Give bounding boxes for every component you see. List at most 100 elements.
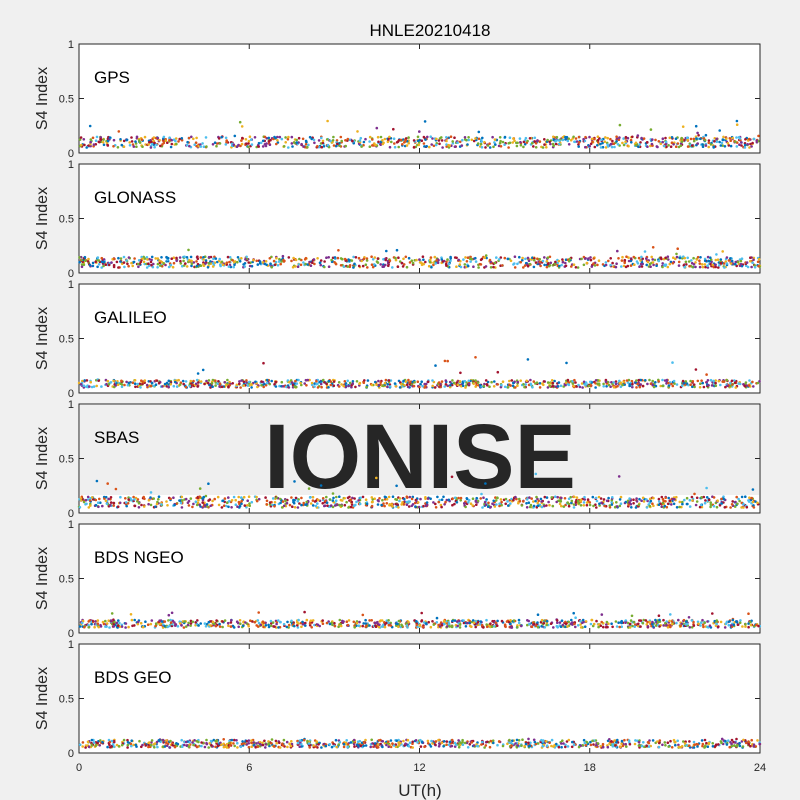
data-point	[686, 256, 689, 260]
data-point	[293, 624, 296, 628]
data-point	[294, 265, 297, 268]
data-point	[422, 621, 426, 624]
data-point	[624, 619, 628, 622]
data-point	[163, 624, 166, 628]
data-point	[703, 257, 707, 261]
data-point	[590, 618, 594, 622]
data-point	[236, 255, 240, 259]
data-point	[181, 264, 184, 268]
data-point	[445, 143, 448, 146]
data-point	[247, 261, 250, 264]
data-point	[124, 501, 128, 504]
data-point	[150, 381, 154, 385]
data-point	[669, 613, 672, 616]
data-point	[555, 500, 558, 504]
data-point	[366, 379, 370, 382]
data-point	[671, 497, 675, 501]
data-point	[442, 495, 445, 499]
data-point	[704, 144, 708, 147]
data-point	[138, 141, 142, 144]
data-point	[357, 624, 361, 627]
data-point	[147, 745, 150, 749]
data-point	[222, 738, 225, 741]
data-point	[214, 384, 217, 387]
data-point	[435, 616, 439, 620]
data-point	[91, 498, 95, 501]
data-point	[689, 379, 692, 383]
data-point	[115, 260, 119, 264]
data-point	[95, 384, 98, 388]
data-point	[257, 611, 261, 614]
data-point	[558, 502, 562, 506]
data-point	[108, 503, 112, 507]
data-point	[400, 623, 403, 627]
data-point	[207, 482, 210, 486]
data-point	[580, 257, 583, 261]
data-point	[547, 264, 551, 268]
data-point	[166, 625, 169, 629]
data-point	[618, 625, 621, 629]
data-point	[295, 138, 299, 142]
data-point	[638, 497, 641, 501]
data-point	[230, 506, 233, 509]
data-point	[284, 136, 287, 139]
data-point	[340, 383, 343, 386]
data-point	[577, 502, 581, 505]
data-point	[572, 263, 576, 267]
data-point	[589, 622, 593, 626]
data-point	[420, 261, 423, 265]
data-point	[528, 622, 531, 626]
data-point	[169, 621, 173, 624]
y-tick-label: 1	[68, 399, 74, 411]
data-point	[376, 503, 380, 506]
data-point	[300, 745, 303, 748]
data-point	[738, 382, 742, 386]
data-point	[757, 257, 761, 261]
data-point	[104, 625, 107, 628]
data-point	[650, 142, 654, 146]
data-point	[156, 136, 160, 140]
data-point	[614, 382, 618, 386]
data-point	[82, 384, 86, 388]
data-point	[247, 142, 250, 145]
data-point	[102, 260, 106, 264]
data-point	[333, 504, 337, 507]
data-point	[657, 380, 660, 383]
data-point	[638, 385, 642, 389]
data-point	[528, 137, 532, 140]
data-point	[602, 498, 606, 501]
data-point	[338, 618, 342, 622]
data-point	[696, 620, 700, 624]
watermark-band	[80, 405, 759, 495]
data-point	[701, 618, 704, 622]
data-point	[543, 504, 546, 508]
data-point	[495, 624, 499, 627]
data-point	[654, 618, 657, 622]
data-point	[139, 621, 143, 625]
data-point	[715, 253, 718, 256]
data-point	[205, 503, 209, 506]
data-point	[422, 504, 425, 508]
data-point	[220, 385, 224, 389]
data-point	[405, 503, 409, 507]
data-point	[149, 503, 153, 507]
data-point	[451, 497, 454, 500]
data-point	[470, 625, 473, 628]
data-point	[187, 621, 190, 625]
data-point	[351, 139, 354, 143]
data-point	[120, 143, 124, 147]
data-point	[618, 498, 622, 501]
data-point	[401, 501, 404, 504]
data-point	[597, 495, 601, 499]
data-point	[291, 265, 295, 269]
data-point	[318, 261, 322, 265]
data-point	[561, 258, 564, 261]
data-point	[561, 260, 565, 264]
data-point	[557, 381, 561, 384]
data-point	[606, 136, 609, 140]
data-point	[305, 500, 309, 504]
data-point	[577, 143, 580, 146]
data-point	[756, 501, 759, 505]
data-point	[634, 623, 637, 626]
data-point	[417, 143, 421, 147]
